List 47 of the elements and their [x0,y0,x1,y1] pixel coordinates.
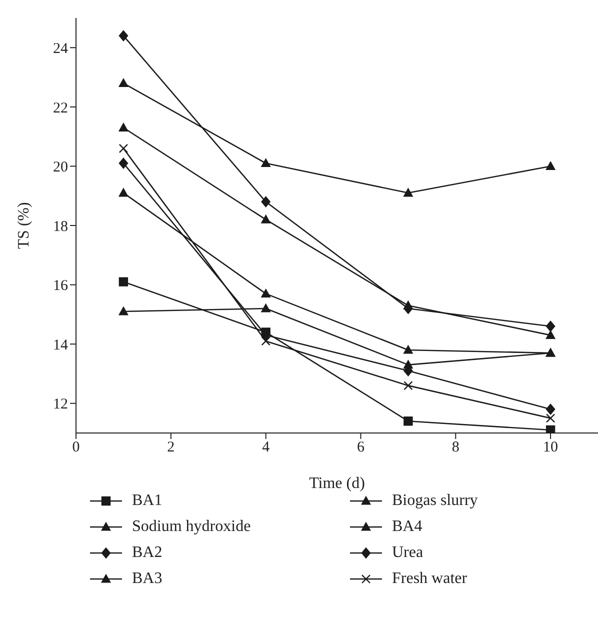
x-tick-label: 10 [543,440,558,456]
point [404,188,413,197]
point [261,214,270,224]
point [261,304,270,312]
y-tick-label: 14 [53,337,68,354]
legend-label: Biogas slurry [392,492,478,510]
y-tick-label: 16 [53,278,68,294]
legend-label: BA3 [132,570,162,588]
legend-label: Urea [392,544,424,562]
y-tick-label: 24 [53,40,68,57]
y-tick-label: 20 [53,160,68,176]
point [404,380,413,390]
y-tick-label: 18 [53,218,68,235]
y-tick-label: 12 [53,396,68,413]
x-axis-title: Time (d) [309,475,365,492]
legend-label: BA2 [132,544,162,562]
legend-label: Sodium hydroxide [132,518,251,536]
point [118,78,128,88]
point [404,416,413,426]
point [546,425,556,433]
point [261,158,270,168]
legend-label: BA1 [132,492,162,510]
x-tick-label: 6 [356,440,365,456]
point [118,277,128,286]
point [261,289,270,298]
legend-label: BA4 [392,518,422,536]
x-tick-label: 0 [72,440,80,456]
point [261,336,270,346]
point [546,330,556,339]
y-axis-title: TS (%) [16,202,33,249]
x-tick-label: 4 [262,440,270,456]
point [118,123,128,132]
point [118,30,128,42]
legend-label: Fresh water [392,570,468,588]
point [404,345,413,354]
point [546,414,556,423]
point [118,306,128,316]
x-tick-label: 2 [167,440,175,456]
x-tick-label: 8 [452,440,460,456]
point [118,158,128,169]
y-tick-label: 22 [53,100,68,116]
point [118,144,128,154]
point [546,320,556,332]
point [546,162,556,170]
point [118,188,128,197]
point [546,404,556,415]
point [261,196,270,208]
